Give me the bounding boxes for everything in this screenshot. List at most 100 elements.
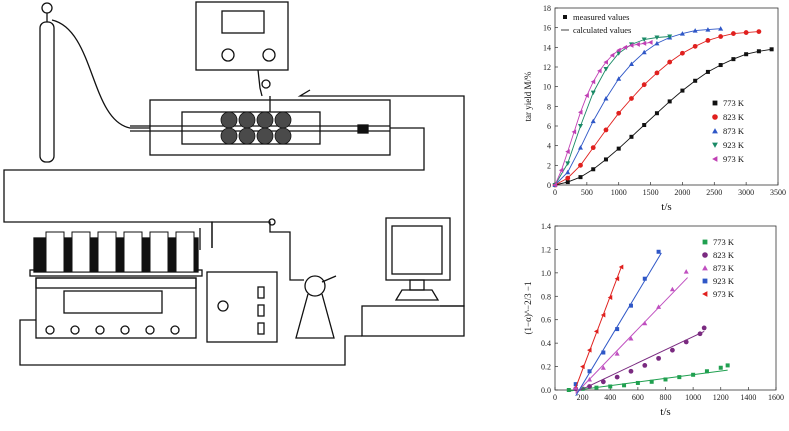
data-point [628, 335, 634, 341]
data-point [600, 379, 606, 385]
calc-line [554, 36, 670, 186]
x-tick-label: 3500 [770, 188, 786, 197]
gas-line [51, 19, 150, 129]
data-point [667, 99, 672, 104]
data-point [603, 59, 608, 65]
data-point [616, 146, 621, 151]
series-923k [552, 34, 673, 188]
series-973k [575, 264, 624, 388]
x-tick-label: 400 [604, 393, 616, 402]
data-point [744, 52, 749, 57]
x-tick-label: 2500 [706, 188, 722, 197]
data-point [649, 379, 654, 384]
legend-marker [712, 114, 718, 120]
data-point [622, 44, 628, 50]
data-point [683, 339, 689, 345]
data-point [600, 312, 606, 318]
legend-measured-marker [563, 15, 567, 19]
data-point [756, 29, 762, 34]
x-tick-label: 1200 [713, 393, 729, 402]
x-axis-label: t/s [660, 406, 670, 418]
data-point [705, 27, 711, 32]
data-point [628, 368, 634, 374]
data-point [697, 331, 703, 337]
data-point [607, 294, 613, 300]
data-point [601, 350, 606, 355]
fit-line [575, 277, 688, 394]
fit-line [575, 330, 705, 393]
series-923k [573, 249, 662, 397]
data-point [628, 61, 634, 67]
data-point [692, 43, 698, 49]
x-tick-label: 500 [581, 188, 593, 197]
series-773k [553, 47, 774, 187]
chart-tar-yield: 0 500 1000 1500 2000 2500 3000 3500 0 2 4 6 8 10 12 14 1… [523, 4, 786, 213]
data-point [591, 167, 596, 172]
y-tick-label: 0.2 [541, 363, 551, 372]
y-tick-label: 18 [543, 4, 551, 13]
data-point [629, 134, 634, 139]
data-point [590, 79, 596, 85]
data-point [642, 363, 648, 368]
data-point [577, 124, 583, 129]
data-point [587, 347, 592, 353]
plot-frame [554, 225, 777, 391]
data-point [680, 88, 685, 93]
data-point [692, 28, 698, 33]
x-tick-label: 2000 [674, 188, 690, 197]
data-point [587, 384, 592, 389]
y-tick-label: 0 [547, 181, 551, 190]
data-point [603, 157, 608, 162]
data-point [565, 180, 570, 185]
data-point [577, 145, 583, 150]
data-point [641, 37, 647, 42]
data-point [614, 351, 620, 356]
y-tick-label: 2 [547, 161, 551, 170]
absorption-bottles [29, 221, 213, 277]
x-tick-label: 0 [553, 188, 557, 197]
data-point [593, 328, 599, 334]
data-point [616, 76, 622, 81]
data-point [656, 304, 662, 309]
data-point [578, 162, 583, 168]
x-tick-label: 1600 [768, 393, 784, 402]
x-tick-label: 200 [577, 393, 589, 402]
pump [295, 275, 337, 339]
data-point [566, 388, 571, 392]
series-773k [566, 363, 730, 392]
series-823k [573, 325, 707, 393]
calc-line [554, 48, 772, 186]
data-point [654, 70, 660, 76]
data-point [571, 129, 577, 135]
data-point [603, 127, 609, 133]
data-point [718, 34, 724, 39]
data-point [701, 325, 707, 331]
data-point [578, 175, 583, 180]
data-point [667, 34, 673, 40]
data-point [587, 376, 593, 382]
data-point [614, 374, 620, 380]
data-point [642, 276, 647, 281]
data-point [641, 40, 647, 46]
data-point [654, 111, 659, 116]
data-point [656, 355, 661, 361]
data-point [618, 264, 624, 270]
data-point [705, 38, 711, 43]
legend-label: 773 K [723, 98, 745, 108]
legend-label: 823 K [723, 112, 745, 122]
data-point [616, 47, 621, 53]
y-tick-label: 12 [543, 63, 551, 72]
legend-label: 973 K [723, 154, 745, 164]
data-point [603, 66, 609, 72]
y-tick-label: 0.0 [541, 386, 551, 395]
data-point [641, 82, 647, 88]
series-873k [552, 26, 724, 187]
data-point [629, 96, 634, 101]
data-point [691, 372, 696, 377]
data-point [558, 167, 564, 173]
legend-marker [702, 239, 708, 245]
data-point [718, 26, 724, 31]
data-point [600, 365, 606, 370]
legend-marker [712, 128, 718, 134]
